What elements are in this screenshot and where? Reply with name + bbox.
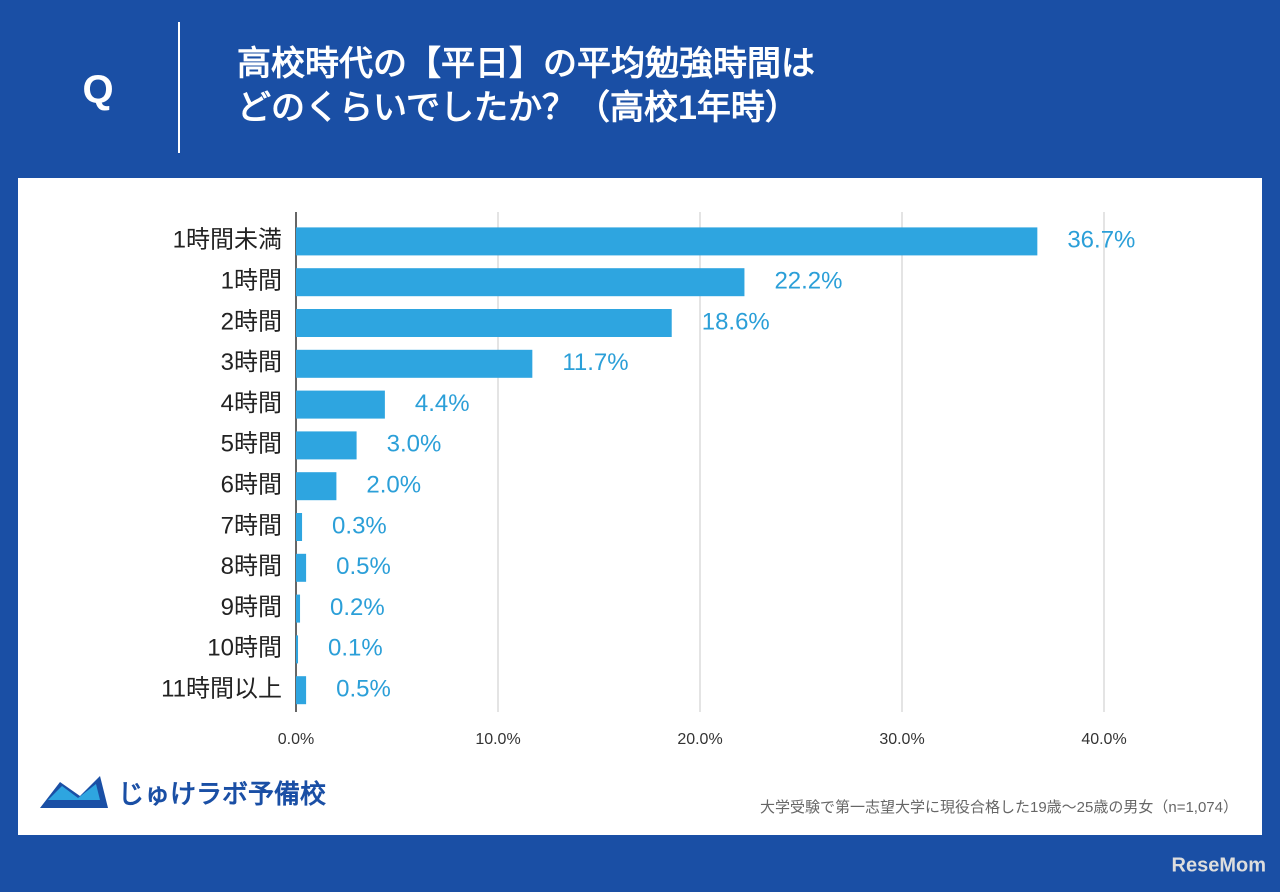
bar <box>296 390 385 419</box>
title-line: 高校時代の【平日】の平均勉強時間は <box>237 45 815 83</box>
value-label: 0.3% <box>332 512 387 539</box>
x-tick-label: 20.0% <box>677 731 722 748</box>
value-label: 0.5% <box>336 676 391 703</box>
x-tick-label: 0.0% <box>278 731 314 748</box>
value-label: 3.0% <box>387 431 442 458</box>
y-tick-label: 1時間 <box>221 268 282 295</box>
bar <box>296 431 357 460</box>
x-tick-label: 40.0% <box>1081 731 1126 748</box>
note: 大学受験で第一志望大学に現役合格した19歳～25歳の男女（n=1,074） <box>760 798 1238 816</box>
x-tick-label: 10.0% <box>475 731 520 748</box>
y-tick-label: 3時間 <box>221 349 282 376</box>
y-tick-label: 11時間以上 <box>161 676 282 703</box>
watermark: ReseMom <box>1172 854 1266 876</box>
bar <box>296 594 301 623</box>
y-tick-label: 9時間 <box>221 594 282 621</box>
value-label: 0.1% <box>328 635 383 662</box>
y-tick-label: 6時間 <box>221 472 282 499</box>
value-label: 18.6% <box>702 308 770 335</box>
bar <box>296 553 307 582</box>
logo-icon <box>48 784 100 800</box>
x-tick-label: 30.0% <box>879 731 924 748</box>
q-mark: Q <box>82 68 113 112</box>
bar <box>296 309 672 337</box>
y-tick-label: 5時間 <box>221 431 282 458</box>
value-label: 36.7% <box>1067 227 1135 254</box>
y-tick-label: 2時間 <box>221 308 282 335</box>
value-label: 22.2% <box>774 268 842 295</box>
bar <box>296 472 337 501</box>
y-tick-label: 7時間 <box>221 512 282 539</box>
value-label: 0.2% <box>330 594 385 621</box>
bar <box>296 513 303 541</box>
value-label: 4.4% <box>415 390 470 417</box>
y-tick-label: 8時間 <box>221 553 282 580</box>
title-line: どのくらいでしたか？（高校1年時） <box>237 88 799 127</box>
y-tick-label: 4時間 <box>221 390 282 417</box>
y-tick-label: 10時間 <box>207 635 282 662</box>
bar <box>296 635 299 664</box>
value-label: 2.0% <box>366 472 421 499</box>
logo-text: じゅけラボ予備校 <box>118 779 327 809</box>
value-label: 11.7% <box>562 349 628 376</box>
bar <box>296 227 1038 256</box>
bar <box>296 349 533 378</box>
y-tick-label: 1時間未満 <box>173 227 282 254</box>
logo <box>40 776 108 808</box>
bar <box>296 676 307 705</box>
value-label: 0.5% <box>336 553 391 580</box>
bar <box>296 268 745 297</box>
